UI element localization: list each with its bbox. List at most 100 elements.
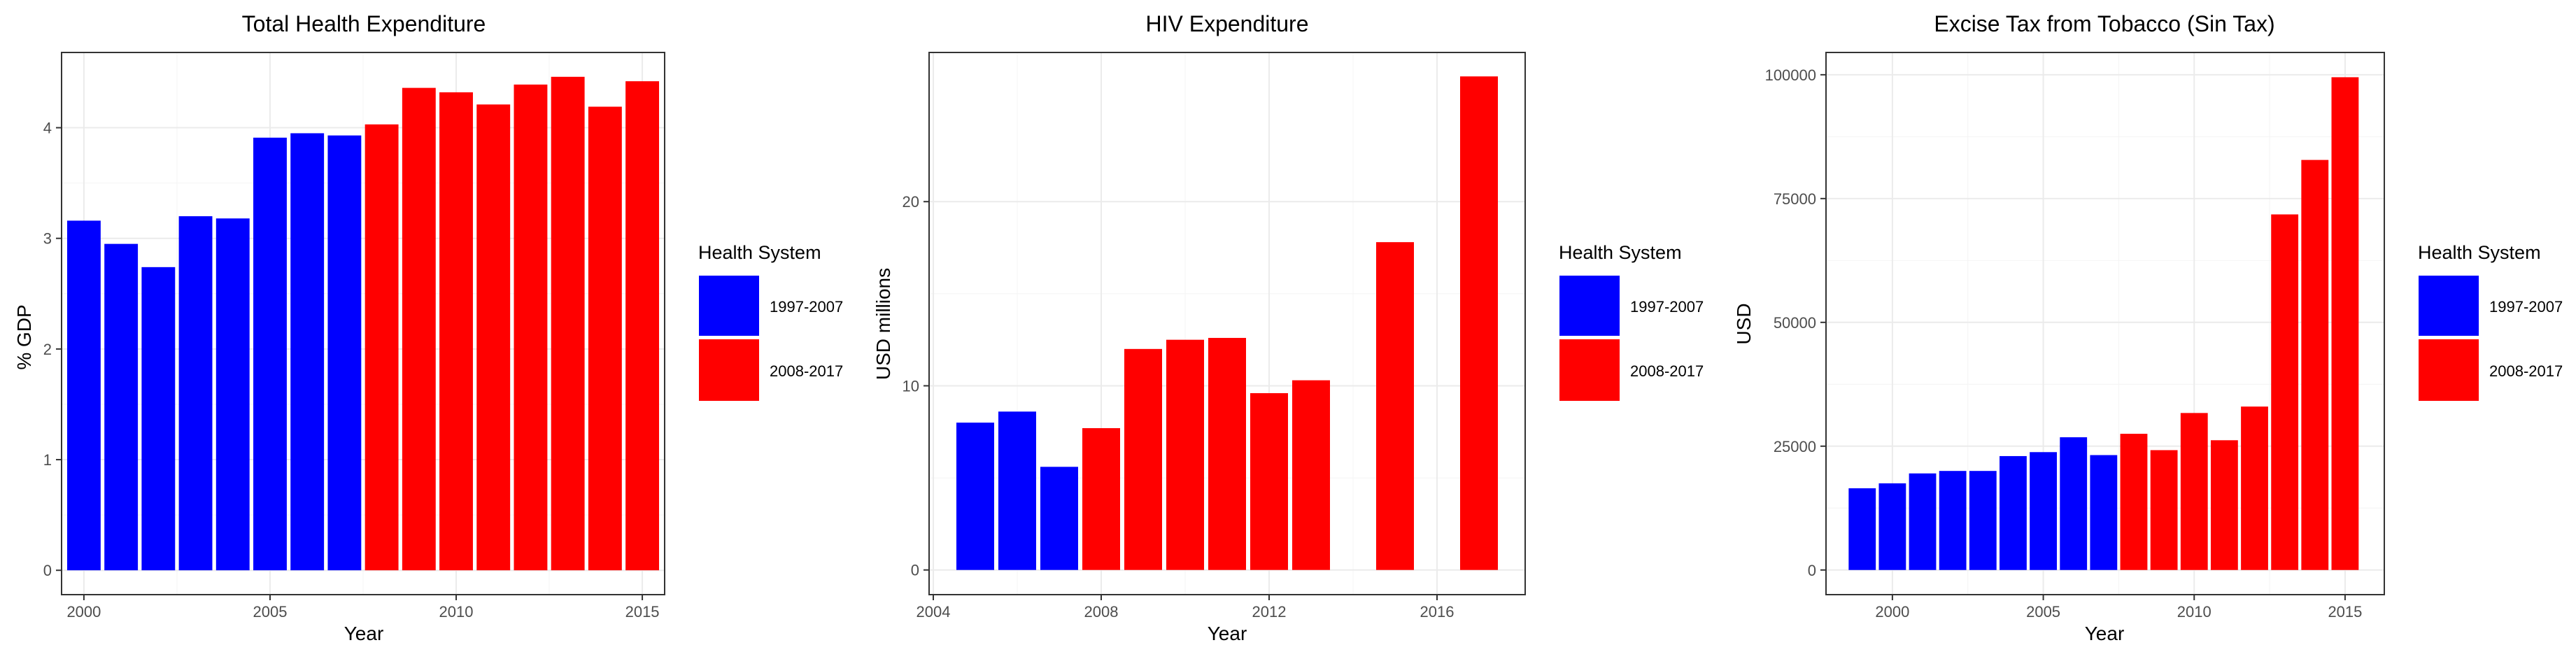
y-axis-title: USD millions [872,268,894,380]
panel-border [1825,52,2385,595]
legend-label-1997-2007: 1997-2007 [2489,298,2563,316]
y-tick-label: 75000 [1774,190,1816,208]
legend-swatch-2008-2017 [1558,338,1621,402]
x-tick-label: 2010 [2177,603,2211,621]
legend-label-2008-2017: 2008-2017 [2489,362,2563,380]
bar-2005 [2030,452,2057,570]
legend-label-1997-2007: 1997-2007 [770,298,843,316]
bar-2014 [588,106,622,571]
bar-2009 [402,87,436,571]
bar-2000 [1878,483,1906,570]
x-tick-label: 2008 [1084,603,1119,621]
bar-2014 [2301,160,2329,570]
y-tick-label: 100000 [1765,66,1816,84]
bar-2004 [2000,455,2027,570]
y-tick-label: 4 [43,120,52,137]
y-tick-label: 3 [43,230,52,248]
bar-2010 [2180,413,2208,570]
y-tick-label: 0 [1808,562,1816,579]
bar-2015 [625,81,660,571]
bar-2000 [66,220,101,571]
bar-2009 [2150,450,2178,570]
bar-2012 [1250,393,1288,570]
y-tick-label: 10 [903,377,919,395]
bar-2017 [1460,76,1498,570]
bar-2010 [439,92,473,571]
legend: Health System 1997-2007 2008-2017 [1558,242,1704,402]
bar-1999 [1848,488,1876,570]
bar-2011 [2210,440,2238,570]
legend-swatch-1997-2007 [2417,274,2480,337]
chart-title: HIV Expenditure [1145,11,1308,36]
bar-2012 [514,84,548,571]
chart-hiv-expenditure: HIV Expenditure 2004 2008 2012 2016 0 10 20 Ye… [872,11,1704,644]
bar-2010 [1166,339,1204,570]
bar-2013 [2271,214,2299,570]
x-tick-label: 2004 [917,603,951,621]
chart-title: Total Health Expenditure [242,11,486,36]
chart-total-health-expenditure: Total Health Expenditure 2000 2005 2010 201… [13,11,843,644]
legend-label-2008-2017: 2008-2017 [1630,362,1704,380]
x-tick-label: 2010 [439,603,474,621]
x-tick-label: 2005 [2026,603,2060,621]
panel-border [61,52,665,595]
legend-swatch-2008-2017 [2417,338,2480,402]
plot-area: 2000 2005 2010 2015 0 1 2 3 4 [43,52,665,621]
legend-title: Health System [1559,242,1682,263]
x-axis-title: Year [1208,623,1247,644]
bar-2007 [327,135,362,571]
plot-area: 2000 2005 2010 2015 0 25000 50000 75000 100000 [1765,52,2385,621]
bar-2002 [1939,471,1967,570]
bar-2007 [2090,455,2118,570]
bar-2012 [2241,406,2268,570]
bar-2013 [551,76,585,571]
y-tick-label: 0 [43,562,52,579]
legend-title: Health System [698,242,821,263]
legend-title: Health System [2418,242,2541,263]
chart-excise-tax-tobacco: Excise Tax from Tobacco (Sin Tax) 2000 20… [1733,11,2563,644]
bar-2011 [1208,338,1246,570]
bar-2015 [1376,242,1414,570]
bar-2015 [2331,77,2359,570]
x-tick-label: 2005 [253,603,287,621]
bar-2003 [1969,471,1997,570]
bar-2013 [1292,380,1330,570]
bar-2003 [178,216,213,571]
x-axis-title: Year [2085,623,2125,644]
bar-2006 [290,133,325,571]
legend-label-1997-2007: 1997-2007 [1630,298,1704,316]
bar-2001 [104,243,139,571]
y-tick-label: 1 [43,451,52,469]
x-tick-label: 2016 [1420,603,1455,621]
x-tick-label: 2015 [625,603,660,621]
legend: Health System 1997-2007 2008-2017 [2417,242,2563,402]
y-tick-label: 25000 [1774,438,1816,455]
bar-2011 [476,104,511,571]
bar-2005 [253,137,287,571]
bar-2001 [1909,473,1937,570]
plot-area: 2004 2008 2012 2016 0 10 20 [903,52,1526,621]
x-tick-label: 2000 [1875,603,1909,621]
bar-2002 [141,267,176,571]
bar-2006 [998,411,1036,570]
bar-2008 [2120,434,2148,570]
y-axis-title: USD [1733,303,1755,344]
x-tick-label: 2000 [66,603,101,621]
bar-2007 [1040,467,1078,570]
y-tick-label: 0 [911,562,919,579]
x-tick-label: 2012 [1252,603,1287,621]
legend-label-2008-2017: 2008-2017 [770,362,843,380]
y-tick-label: 2 [43,341,52,358]
panel-border [928,52,1526,595]
legend: Health System 1997-2007 2008-2017 [698,242,843,402]
x-tick-label: 2015 [2328,603,2362,621]
x-axis-title: Year [344,623,384,644]
y-tick-label: 50000 [1774,314,1816,332]
bar-2005 [956,423,994,570]
bar-2004 [215,218,250,571]
bar-2009 [1124,348,1162,570]
bar-2006 [2060,437,2088,570]
bar-2008 [1082,428,1120,570]
y-axis-title: % GDP [13,304,35,369]
